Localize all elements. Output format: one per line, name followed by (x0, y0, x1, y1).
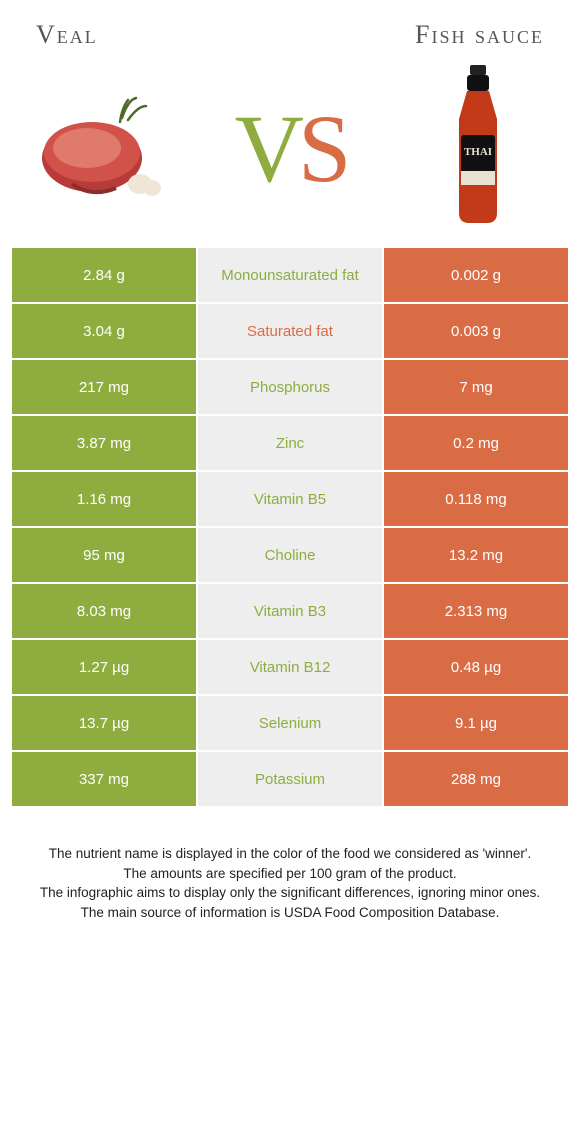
footnote-block: The nutrient name is displayed in the co… (12, 808, 568, 922)
nutrient-row: 13.7 µgSelenium9.1 µg (12, 696, 568, 750)
nutrient-row: 95 mgCholine13.2 mg (12, 528, 568, 582)
left-value-cell: 3.04 g (12, 304, 196, 358)
vs-v-letter: V (235, 93, 298, 204)
vs-s-letter: S (298, 93, 345, 204)
nutrient-row: 3.04 gSaturated fat0.003 g (12, 304, 568, 358)
nutrient-label-cell: Selenium (198, 696, 382, 750)
nutrient-row: 1.16 mgVitamin B50.118 mg (12, 472, 568, 526)
nutrient-label-cell: Vitamin B3 (198, 584, 382, 638)
left-food-title: Veal (36, 20, 98, 50)
nutrient-row: 2.84 gMonounsaturated fat0.002 g (12, 248, 568, 302)
right-value-cell: 0.118 mg (384, 472, 568, 526)
footnote-line: The amounts are specified per 100 gram o… (30, 864, 550, 884)
right-value-cell: 0.48 µg (384, 640, 568, 694)
right-food-title: Fish sauce (415, 20, 544, 50)
right-value-cell: 288 mg (384, 752, 568, 806)
fish-sauce-image: THAI (408, 78, 548, 218)
nutrient-label-cell: Vitamin B5 (198, 472, 382, 526)
left-value-cell: 217 mg (12, 360, 196, 414)
right-value-cell: 0.2 mg (384, 416, 568, 470)
left-value-cell: 95 mg (12, 528, 196, 582)
footnote-line: The nutrient name is displayed in the co… (30, 844, 550, 864)
infographic-container: Veal Fish sauce V S (0, 0, 580, 922)
nutrient-label-cell: Potassium (198, 752, 382, 806)
right-value-cell: 9.1 µg (384, 696, 568, 750)
nutrient-label-cell: Zinc (198, 416, 382, 470)
nutrient-label-cell: Monounsaturated fat (198, 248, 382, 302)
vs-label: V S (235, 93, 346, 204)
left-value-cell: 337 mg (12, 752, 196, 806)
right-value-cell: 2.313 mg (384, 584, 568, 638)
left-value-cell: 3.87 mg (12, 416, 196, 470)
svg-text:THAI: THAI (464, 146, 492, 158)
veal-image (32, 78, 172, 218)
left-value-cell: 8.03 mg (12, 584, 196, 638)
nutrient-row: 3.87 mgZinc0.2 mg (12, 416, 568, 470)
nutrient-row: 8.03 mgVitamin B32.313 mg (12, 584, 568, 638)
right-value-cell: 0.002 g (384, 248, 568, 302)
right-value-cell: 13.2 mg (384, 528, 568, 582)
nutrient-row: 337 mgPotassium288 mg (12, 752, 568, 806)
nutrient-label-cell: Saturated fat (198, 304, 382, 358)
right-value-cell: 7 mg (384, 360, 568, 414)
left-value-cell: 13.7 µg (12, 696, 196, 750)
right-value-cell: 0.003 g (384, 304, 568, 358)
nutrient-row: 1.27 µgVitamin B120.48 µg (12, 640, 568, 694)
footnote-line: The main source of information is USDA F… (30, 903, 550, 923)
nutrient-label-cell: Vitamin B12 (198, 640, 382, 694)
footnote-line: The infographic aims to display only the… (30, 883, 550, 903)
nutrient-label-cell: Phosphorus (198, 360, 382, 414)
left-value-cell: 1.27 µg (12, 640, 196, 694)
hero-row: V S THAI (12, 68, 568, 248)
nutrient-label-cell: Choline (198, 528, 382, 582)
nutrient-row: 217 mgPhosphorus7 mg (12, 360, 568, 414)
nutrient-table: 2.84 gMonounsaturated fat0.002 g3.04 gSa… (12, 248, 568, 806)
left-value-cell: 1.16 mg (12, 472, 196, 526)
left-value-cell: 2.84 g (12, 248, 196, 302)
title-row: Veal Fish sauce (12, 20, 568, 68)
